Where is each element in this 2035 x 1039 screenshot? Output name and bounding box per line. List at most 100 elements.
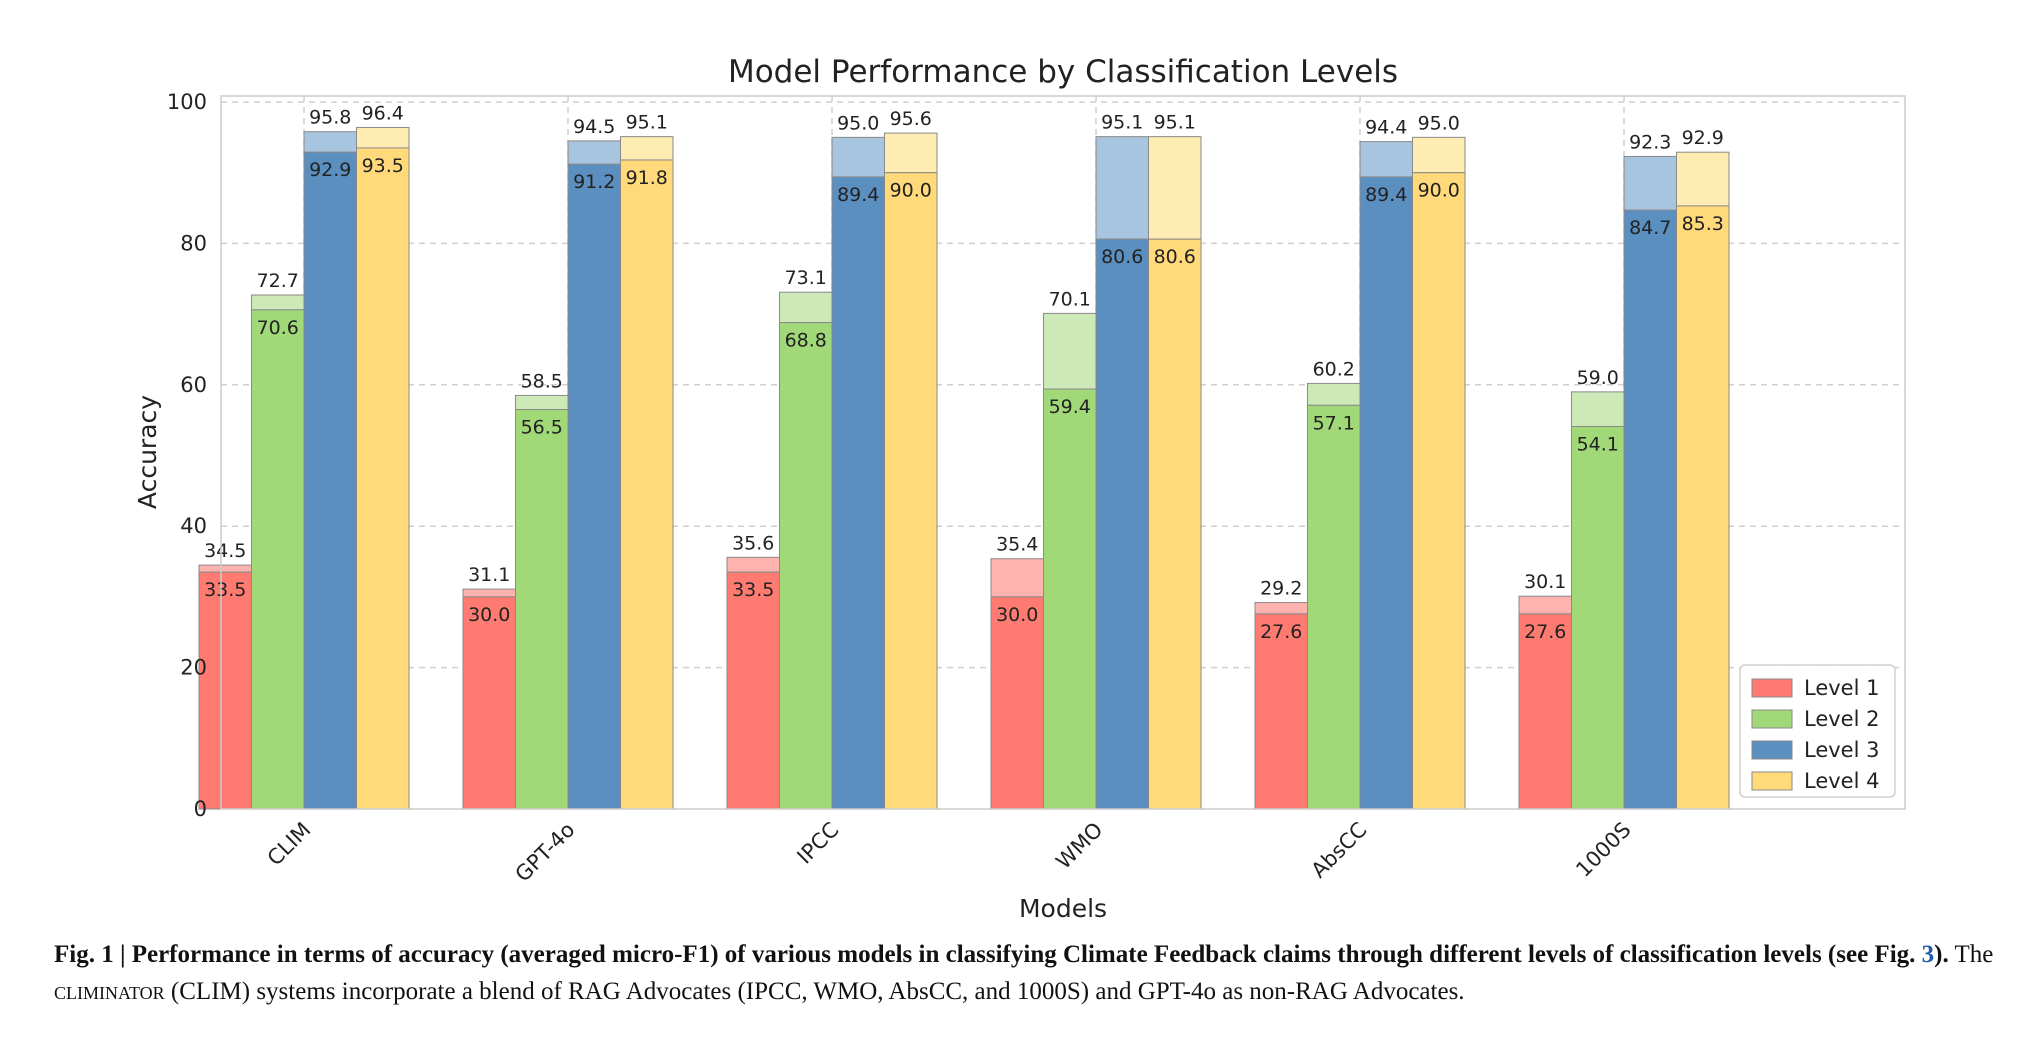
data-label: 89.4 xyxy=(1365,184,1407,206)
bar xyxy=(1307,404,1361,810)
y-tick-label: 60 xyxy=(180,373,207,397)
data-label-upper: 72.7 xyxy=(257,270,299,292)
legend-label: Level 1 xyxy=(1804,676,1879,700)
bar xyxy=(1412,172,1466,810)
bar xyxy=(1623,209,1677,810)
bar-upper-extension xyxy=(356,126,410,149)
data-label-upper: 92.3 xyxy=(1629,131,1671,153)
x-tick-label: CLIM xyxy=(263,818,316,871)
bar xyxy=(251,309,305,810)
data-label-upper: 95.1 xyxy=(626,112,668,134)
y-tick-label: 100 xyxy=(167,90,207,114)
y-tick-label: 80 xyxy=(180,231,207,255)
bar-upper-extension xyxy=(462,588,516,598)
bar xyxy=(620,159,674,810)
data-label: 68.8 xyxy=(785,330,827,352)
legend-label: Level 3 xyxy=(1804,738,1879,762)
data-label-upper: 58.5 xyxy=(521,370,563,392)
data-label: 91.2 xyxy=(573,171,615,193)
bar xyxy=(303,151,357,810)
data-label: 93.5 xyxy=(362,155,404,177)
bar-upper-extension xyxy=(1571,391,1625,428)
legend-label: Level 2 xyxy=(1804,707,1879,731)
x-tick-label: IPCC xyxy=(792,818,843,869)
bar xyxy=(884,172,938,810)
bar-upper-extension xyxy=(831,136,885,178)
y-tick-label: 0 xyxy=(194,797,207,821)
bar-upper-extension xyxy=(1676,151,1730,207)
legend-swatch xyxy=(1751,740,1793,760)
bar xyxy=(1518,613,1572,810)
bar xyxy=(198,571,252,810)
data-label-upper: 70.1 xyxy=(1049,288,1091,310)
bar xyxy=(1095,238,1149,810)
data-label: 80.6 xyxy=(1101,246,1143,268)
data-label: 70.6 xyxy=(257,317,299,339)
bar-upper-extension xyxy=(303,131,357,153)
data-label: 90.0 xyxy=(890,180,932,202)
data-label: 30.0 xyxy=(468,604,510,626)
data-label-upper: 35.4 xyxy=(996,534,1038,556)
caption-text-2: (CLIM) systems incorporate a blend of RA… xyxy=(164,978,1465,1005)
data-label: 54.1 xyxy=(1577,434,1619,456)
bar-upper-extension xyxy=(1254,602,1308,615)
data-label-upper: 94.4 xyxy=(1365,117,1407,139)
bar-upper-extension xyxy=(515,394,569,411)
data-label-upper: 95.1 xyxy=(1101,112,1143,134)
x-tick-label: AbsCC xyxy=(1307,818,1372,883)
caption-figure-link[interactable]: 3 xyxy=(1921,941,1935,968)
data-label-upper: 73.1 xyxy=(785,267,827,289)
caption-bold-end: ). xyxy=(1934,941,1949,968)
bar xyxy=(831,176,885,810)
y-axis-label: Accuracy xyxy=(133,395,162,509)
data-label-upper: 35.6 xyxy=(732,532,774,554)
legend-box xyxy=(1739,664,1896,798)
data-label: 57.1 xyxy=(1313,412,1355,434)
legend-swatch xyxy=(1751,709,1793,729)
bar-upper-extension xyxy=(990,558,1044,598)
bar xyxy=(779,322,833,810)
x-tick-label: WMO xyxy=(1051,818,1107,874)
bar-upper-extension xyxy=(251,294,305,311)
bar-upper-extension xyxy=(1307,382,1361,406)
data-label: 56.5 xyxy=(521,417,563,439)
x-axis-label: Models xyxy=(1019,894,1107,920)
legend-swatch xyxy=(1751,771,1793,791)
bar-upper-extension xyxy=(726,556,780,573)
caption-small-caps: climinator xyxy=(54,978,165,1005)
data-label-upper: 31.1 xyxy=(468,564,510,586)
bar-upper-extension xyxy=(1412,136,1466,174)
bar-upper-extension xyxy=(1095,136,1149,240)
bar-upper-extension xyxy=(198,564,252,573)
data-label: 27.6 xyxy=(1260,621,1302,643)
bar-upper-extension xyxy=(779,291,833,324)
data-label: 89.4 xyxy=(837,184,879,206)
data-label: 33.5 xyxy=(732,579,774,601)
data-label-upper: 29.2 xyxy=(1260,578,1302,600)
data-label-upper: 59.0 xyxy=(1577,367,1619,389)
data-label-upper: 95.1 xyxy=(1154,112,1196,134)
data-label: 33.5 xyxy=(204,579,246,601)
bar-upper-extension xyxy=(1359,141,1413,178)
figure-caption: Fig. 1 | Performance in terms of accurac… xyxy=(54,936,1994,1010)
data-label-upper: 34.5 xyxy=(204,540,246,562)
bar-upper-extension xyxy=(567,140,621,165)
bar-upper-extension xyxy=(1623,155,1677,211)
bar xyxy=(726,571,780,810)
legend: Level 1 Level 2 Level 3 Level 4 xyxy=(1739,664,1896,798)
plot-frame xyxy=(220,95,1906,810)
data-label: 92.9 xyxy=(309,159,351,181)
bar-upper-extension xyxy=(620,136,674,161)
data-label-upper: 92.9 xyxy=(1682,127,1724,149)
bar xyxy=(1571,426,1625,810)
bar xyxy=(1359,176,1413,810)
data-label-upper: 30.1 xyxy=(1524,571,1566,593)
y-tick-label: 20 xyxy=(180,656,207,680)
data-label-upper: 95.0 xyxy=(837,112,879,134)
bar xyxy=(1676,205,1730,810)
caption-bold-text: Fig. 1 | Performance in terms of accurac… xyxy=(54,941,1922,968)
data-label: 59.4 xyxy=(1049,396,1091,418)
legend-label: Level 4 xyxy=(1804,769,1879,793)
bar xyxy=(356,147,410,810)
caption-text-1: The xyxy=(1948,941,1994,968)
